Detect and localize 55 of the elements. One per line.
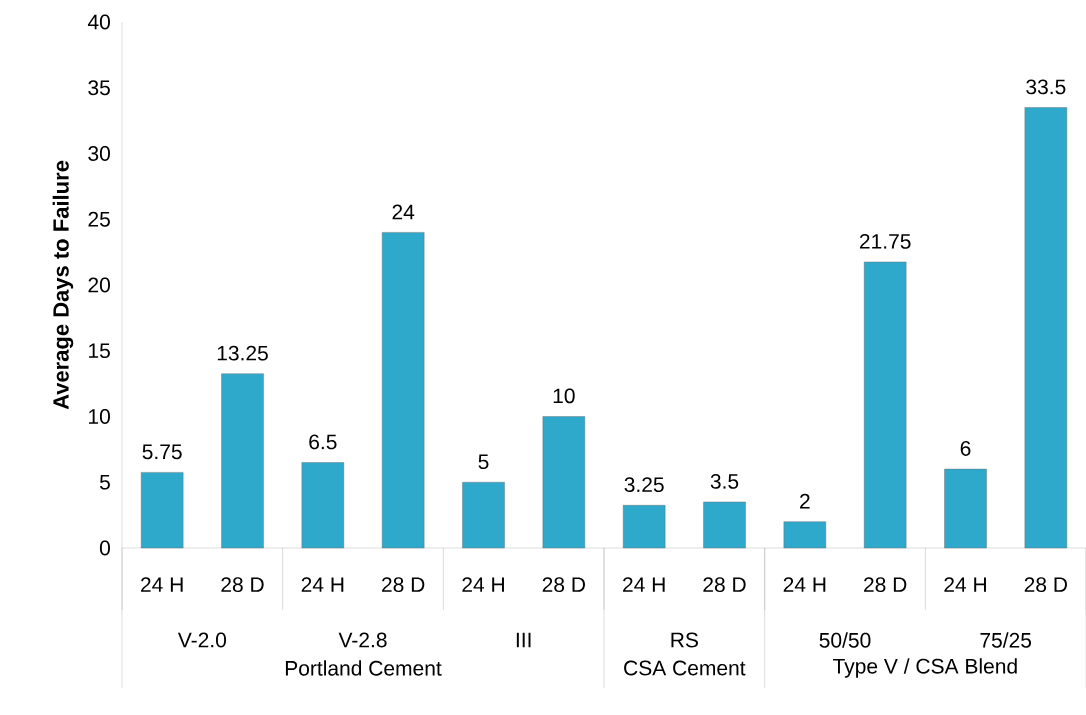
text: 50/50 [819, 632, 871, 648]
bar [1024, 107, 1068, 549]
x-tick-label: 28 D [1024, 577, 1067, 593]
data-label: 5.75 [142, 444, 182, 460]
bar [863, 261, 907, 549]
text: V-2.0 [177, 632, 227, 648]
text: 75/25 [980, 632, 1032, 648]
data-label: 33.5 [1026, 79, 1066, 95]
x-tick-label: 24 H [783, 577, 826, 592]
y-axis-title: Average Days to Failure [52, 160, 74, 410]
x-tick-label: 24 H [462, 577, 504, 592]
text: V-2.8 [338, 632, 387, 648]
x-tick-label: 28 D [221, 577, 264, 593]
data-label: 6 [960, 441, 971, 456]
data-label: 3.5 [710, 473, 739, 489]
x-tick-label: 24 H [141, 577, 183, 592]
data-label: 13.25 [217, 345, 268, 361]
text: CSA Cement [624, 660, 746, 676]
bar [542, 416, 586, 549]
y-tick-label: 10 [89, 409, 110, 424]
x-tick-label: 28 D [382, 577, 425, 593]
y-tick-label: 15 [89, 343, 110, 359]
text: Portland Cement [285, 660, 442, 676]
data-label: 6.5 [309, 434, 337, 450]
data-label: 2 [800, 493, 810, 509]
bar [622, 505, 666, 549]
bar [462, 482, 505, 549]
data-label: 21.75 [859, 233, 911, 249]
bar [783, 521, 827, 549]
y-tick-label: 0 [99, 540, 110, 556]
bar [381, 232, 425, 549]
bar [301, 462, 345, 549]
x-tick-label: 24 H [301, 577, 344, 592]
y-tick-label: 5 [99, 474, 110, 490]
bar [140, 472, 184, 549]
text: III [516, 632, 531, 648]
y-tick-label: 30 [88, 146, 110, 161]
data-label: 24 [392, 204, 415, 220]
x-tick-label: 28 D [864, 577, 907, 593]
x-tick-label: 28 D [703, 577, 746, 593]
y-tick-label: 40 [87, 14, 110, 30]
bar [703, 501, 746, 549]
data-label: 5 [478, 454, 489, 470]
y-tick-label: 25 [88, 211, 110, 227]
data-label: 10 [553, 388, 575, 404]
x-tick-label: 24 H [623, 577, 665, 592]
y-tick-label: 20 [88, 277, 110, 293]
text: RS [671, 632, 698, 648]
x-tick-label: 28 D [542, 577, 585, 593]
text: Type V / CSA Blend [833, 658, 1017, 678]
x-tick-label: 24 H [944, 577, 986, 592]
bar [944, 468, 987, 549]
y-tick-label: 35 [88, 80, 110, 96]
bar [221, 373, 264, 549]
data-label: 3.25 [624, 477, 664, 493]
